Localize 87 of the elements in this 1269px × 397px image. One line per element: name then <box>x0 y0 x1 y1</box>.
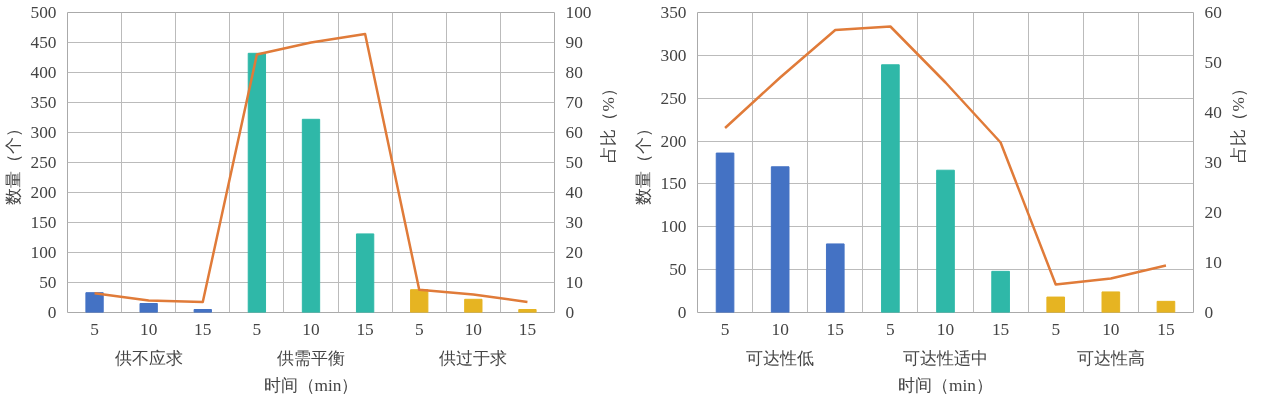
x-tick-label: 15 <box>356 319 374 339</box>
x-tick-label: 10 <box>302 319 320 339</box>
bar <box>1101 291 1121 313</box>
y-tick-label: 150 <box>30 213 57 232</box>
text: 供不应求 <box>114 348 183 368</box>
y-tick-label: 0 <box>677 303 687 322</box>
line-series <box>93 32 529 304</box>
y-tick-label: 350 <box>30 93 57 112</box>
y2-tick-label: 0 <box>1204 303 1214 322</box>
y-tick-label: 400 <box>30 63 57 82</box>
text: 可达性低 <box>746 348 815 368</box>
bar <box>936 169 955 313</box>
y-tick-label: 50 <box>669 260 687 280</box>
y-tick-label: 0 <box>47 303 57 322</box>
line-series <box>723 25 1168 286</box>
x-tick-label: 10 <box>771 319 789 339</box>
y2-tick-label: 0 <box>565 303 575 322</box>
x-tick-label: 15 <box>826 319 844 339</box>
text: 供需平衡 <box>277 348 345 368</box>
y2-tick-label: 100 <box>565 3 592 22</box>
y2-axis-title: 占比（%） <box>598 80 618 163</box>
y-tick-label: 150 <box>660 174 687 194</box>
y-tick-label: 250 <box>660 88 687 108</box>
bar <box>139 303 158 313</box>
bar <box>410 289 429 313</box>
x-tick-label: 5 <box>414 319 424 339</box>
bar <box>193 309 212 313</box>
y-tick-label: 200 <box>30 183 57 202</box>
y2-tick-label: 60 <box>565 123 583 142</box>
x-tick-label: 5 <box>252 319 262 339</box>
x-tick-label: 10 <box>1102 319 1120 339</box>
y-tick-label: 300 <box>660 45 687 65</box>
y2-tick-label: 50 <box>1204 53 1222 72</box>
y-tick-label: 450 <box>30 33 57 52</box>
y2-tick-label: 50 <box>565 153 583 172</box>
bar <box>85 292 104 313</box>
x-tick-label: 5 <box>90 319 99 339</box>
x-tick-label: 15 <box>991 319 1010 339</box>
y2-tick-label: 90 <box>565 33 583 52</box>
y-tick-label: 250 <box>30 153 57 172</box>
bar <box>247 52 267 313</box>
y2-tick-label: 10 <box>1204 253 1222 272</box>
bar <box>881 64 900 313</box>
x-axis-title: 时间（min） <box>263 375 359 395</box>
y2-tick-label: 60 <box>1204 3 1222 22</box>
y2-tick-label: 40 <box>1204 103 1222 122</box>
bar <box>1156 300 1176 313</box>
x-axis-title: 时间（min） <box>898 375 993 395</box>
x-tick-label: 5 <box>720 319 730 339</box>
bar <box>464 298 483 313</box>
y2-tick-label: 80 <box>565 63 583 82</box>
bar <box>355 233 375 313</box>
y2-axis-title: 占比（%） <box>1229 80 1249 163</box>
bar <box>715 152 735 313</box>
x-tick-label: 10 <box>936 319 955 339</box>
y-tick-label: 100 <box>660 217 687 237</box>
text: 可达性适中 <box>903 348 988 368</box>
y-tick-label: 200 <box>660 131 687 151</box>
y-axis-title: 数量（个） <box>633 120 653 205</box>
y-tick-label: 300 <box>30 123 57 142</box>
bar <box>991 270 1010 313</box>
y2-tick-label: 10 <box>565 273 583 292</box>
x-tick-label: 15 <box>518 319 537 339</box>
y2-tick-label: 20 <box>565 243 583 262</box>
y2-tick-label: 30 <box>1204 153 1222 172</box>
bar <box>301 118 321 313</box>
x-tick-label: 5 <box>1051 319 1061 339</box>
y2-tick-label: 20 <box>1204 203 1222 222</box>
y-tick-label: 50 <box>39 273 57 292</box>
x-tick-label: 15 <box>194 319 212 339</box>
y2-tick-label: 40 <box>565 183 583 202</box>
y-axis-title: 数量（个） <box>3 120 23 205</box>
y2-tick-label: 70 <box>565 93 583 112</box>
y-tick-label: 500 <box>30 3 57 22</box>
bar <box>518 309 537 313</box>
y-tick-label: 350 <box>660 3 687 22</box>
text: 可达性高 <box>1076 348 1145 368</box>
bar <box>770 166 790 313</box>
x-tick-label: 10 <box>140 319 158 339</box>
bar <box>825 243 845 313</box>
x-tick-label: 15 <box>1157 319 1175 339</box>
bar <box>1046 296 1066 313</box>
text: 供过于求 <box>439 348 508 368</box>
y-tick-label: 100 <box>30 243 57 262</box>
x-tick-label: 5 <box>886 319 895 339</box>
y2-tick-label: 30 <box>565 213 583 232</box>
x-tick-label: 10 <box>464 319 482 339</box>
